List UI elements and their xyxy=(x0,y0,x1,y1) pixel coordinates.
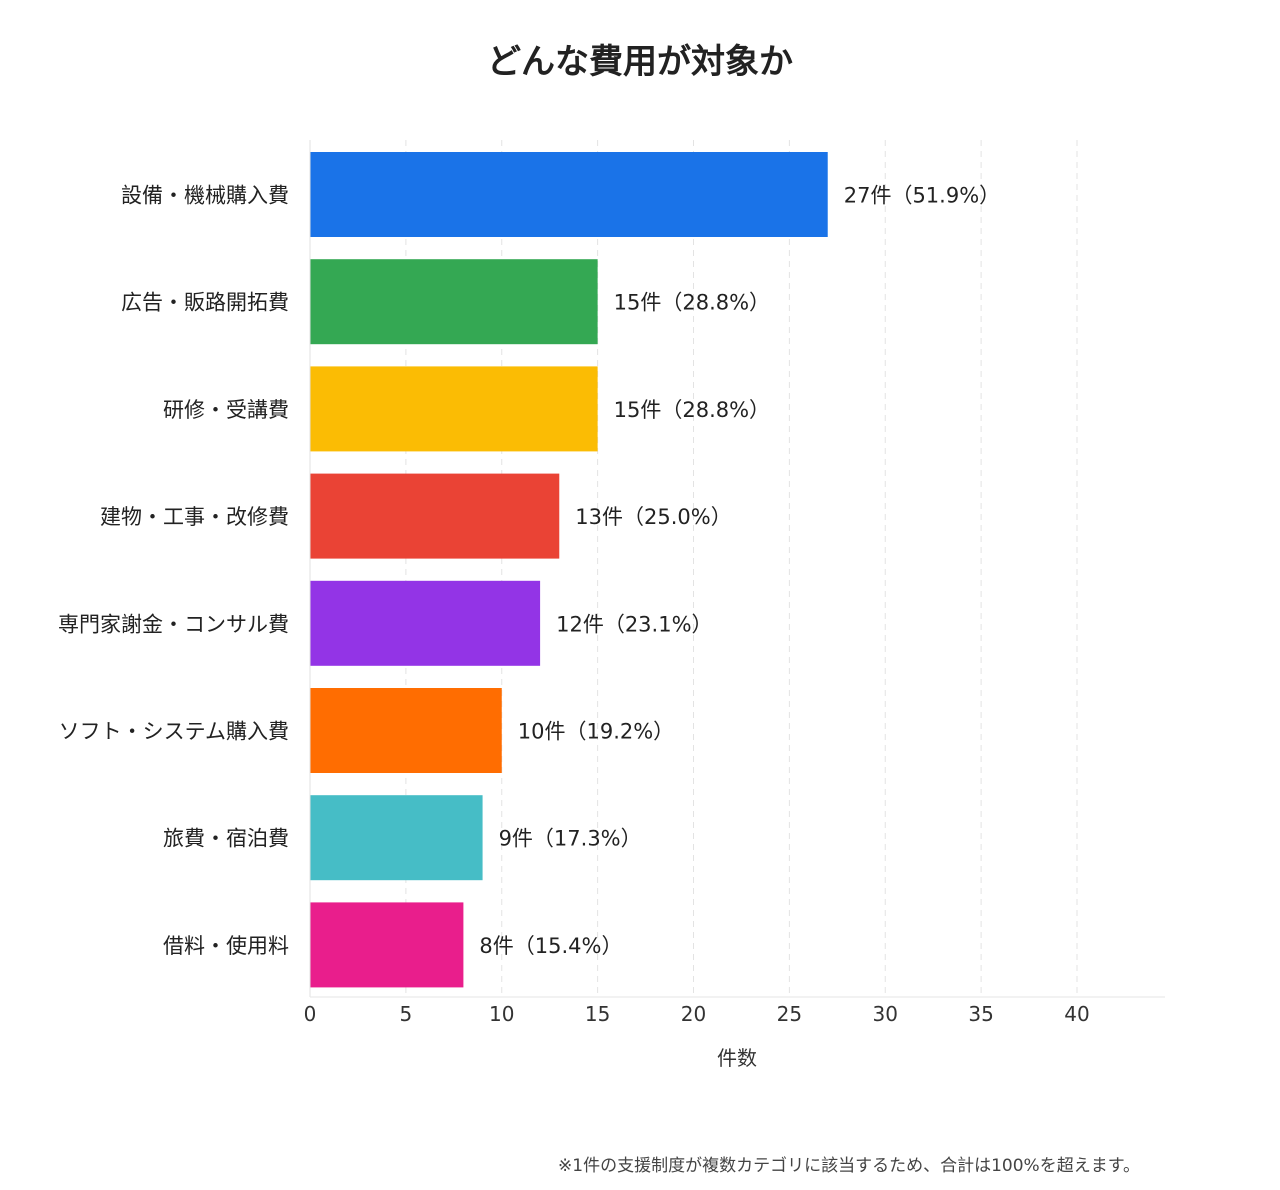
category-label-7: 借料・使用料 xyxy=(163,934,289,958)
bar-3 xyxy=(310,473,560,559)
category-label-4: 専門家謝金・コンサル費 xyxy=(58,612,289,636)
bar-5 xyxy=(310,688,502,773)
bar-1 xyxy=(310,259,598,345)
data-label-1: 15件（28.8%） xyxy=(614,291,770,315)
x-tick-label-7: 35 xyxy=(968,1002,993,1026)
data-label-7: 8件（15.4%） xyxy=(479,934,622,958)
footnote: ※1件の支援制度が複数カテゴリに該当するため、合計は100%を超えます。 xyxy=(558,1156,1140,1176)
x-axis-title: 件数 xyxy=(717,1046,757,1070)
bar-4 xyxy=(310,580,541,666)
x-tick-label-1: 5 xyxy=(400,1002,413,1026)
chart-title: どんな費用が対象か xyxy=(487,42,793,82)
x-tick-label-4: 20 xyxy=(681,1002,706,1026)
category-label-5: ソフト・システム購入費 xyxy=(59,720,289,744)
data-label-2: 15件（28.8%） xyxy=(614,398,770,422)
data-label-0: 27件（51.9%） xyxy=(844,184,1000,208)
category-label-3: 建物・工事・改修費 xyxy=(100,505,289,529)
x-tick-label-2: 10 xyxy=(489,1002,514,1026)
category-label-0: 設備・機械購入費 xyxy=(121,184,289,208)
data-label-3: 13件（25.0%） xyxy=(575,505,731,529)
x-tick-label-0: 0 xyxy=(304,1002,317,1026)
bar-0 xyxy=(310,152,828,237)
x-tick-label-6: 30 xyxy=(873,1002,898,1026)
x-tick-label-3: 15 xyxy=(585,1002,610,1026)
bars xyxy=(310,152,828,988)
data-label-5: 10件（19.2%） xyxy=(518,720,674,744)
labels: 設備・機械購入費 27件（51.9%） 広告・販路開拓費 15件（28.8%） 研修・受… xyxy=(58,184,1000,958)
category-label-2: 研修・受講費 xyxy=(163,398,289,422)
category-label-1: 広告・販路開拓費 xyxy=(121,291,289,315)
bar-7 xyxy=(310,902,464,988)
x-tick-label-5: 25 xyxy=(777,1002,802,1026)
data-label-4: 12件（23.1%） xyxy=(556,612,712,636)
x-axis: 0 5 10 15 20 25 30 35 40 件数 xyxy=(304,140,1165,1070)
bar-6 xyxy=(310,795,483,881)
bar-2 xyxy=(310,366,598,452)
x-tick-label-8: 40 xyxy=(1064,1002,1089,1026)
category-label-6: 旅費・宿泊費 xyxy=(163,827,289,851)
data-label-6: 9件（17.3%） xyxy=(499,827,642,851)
